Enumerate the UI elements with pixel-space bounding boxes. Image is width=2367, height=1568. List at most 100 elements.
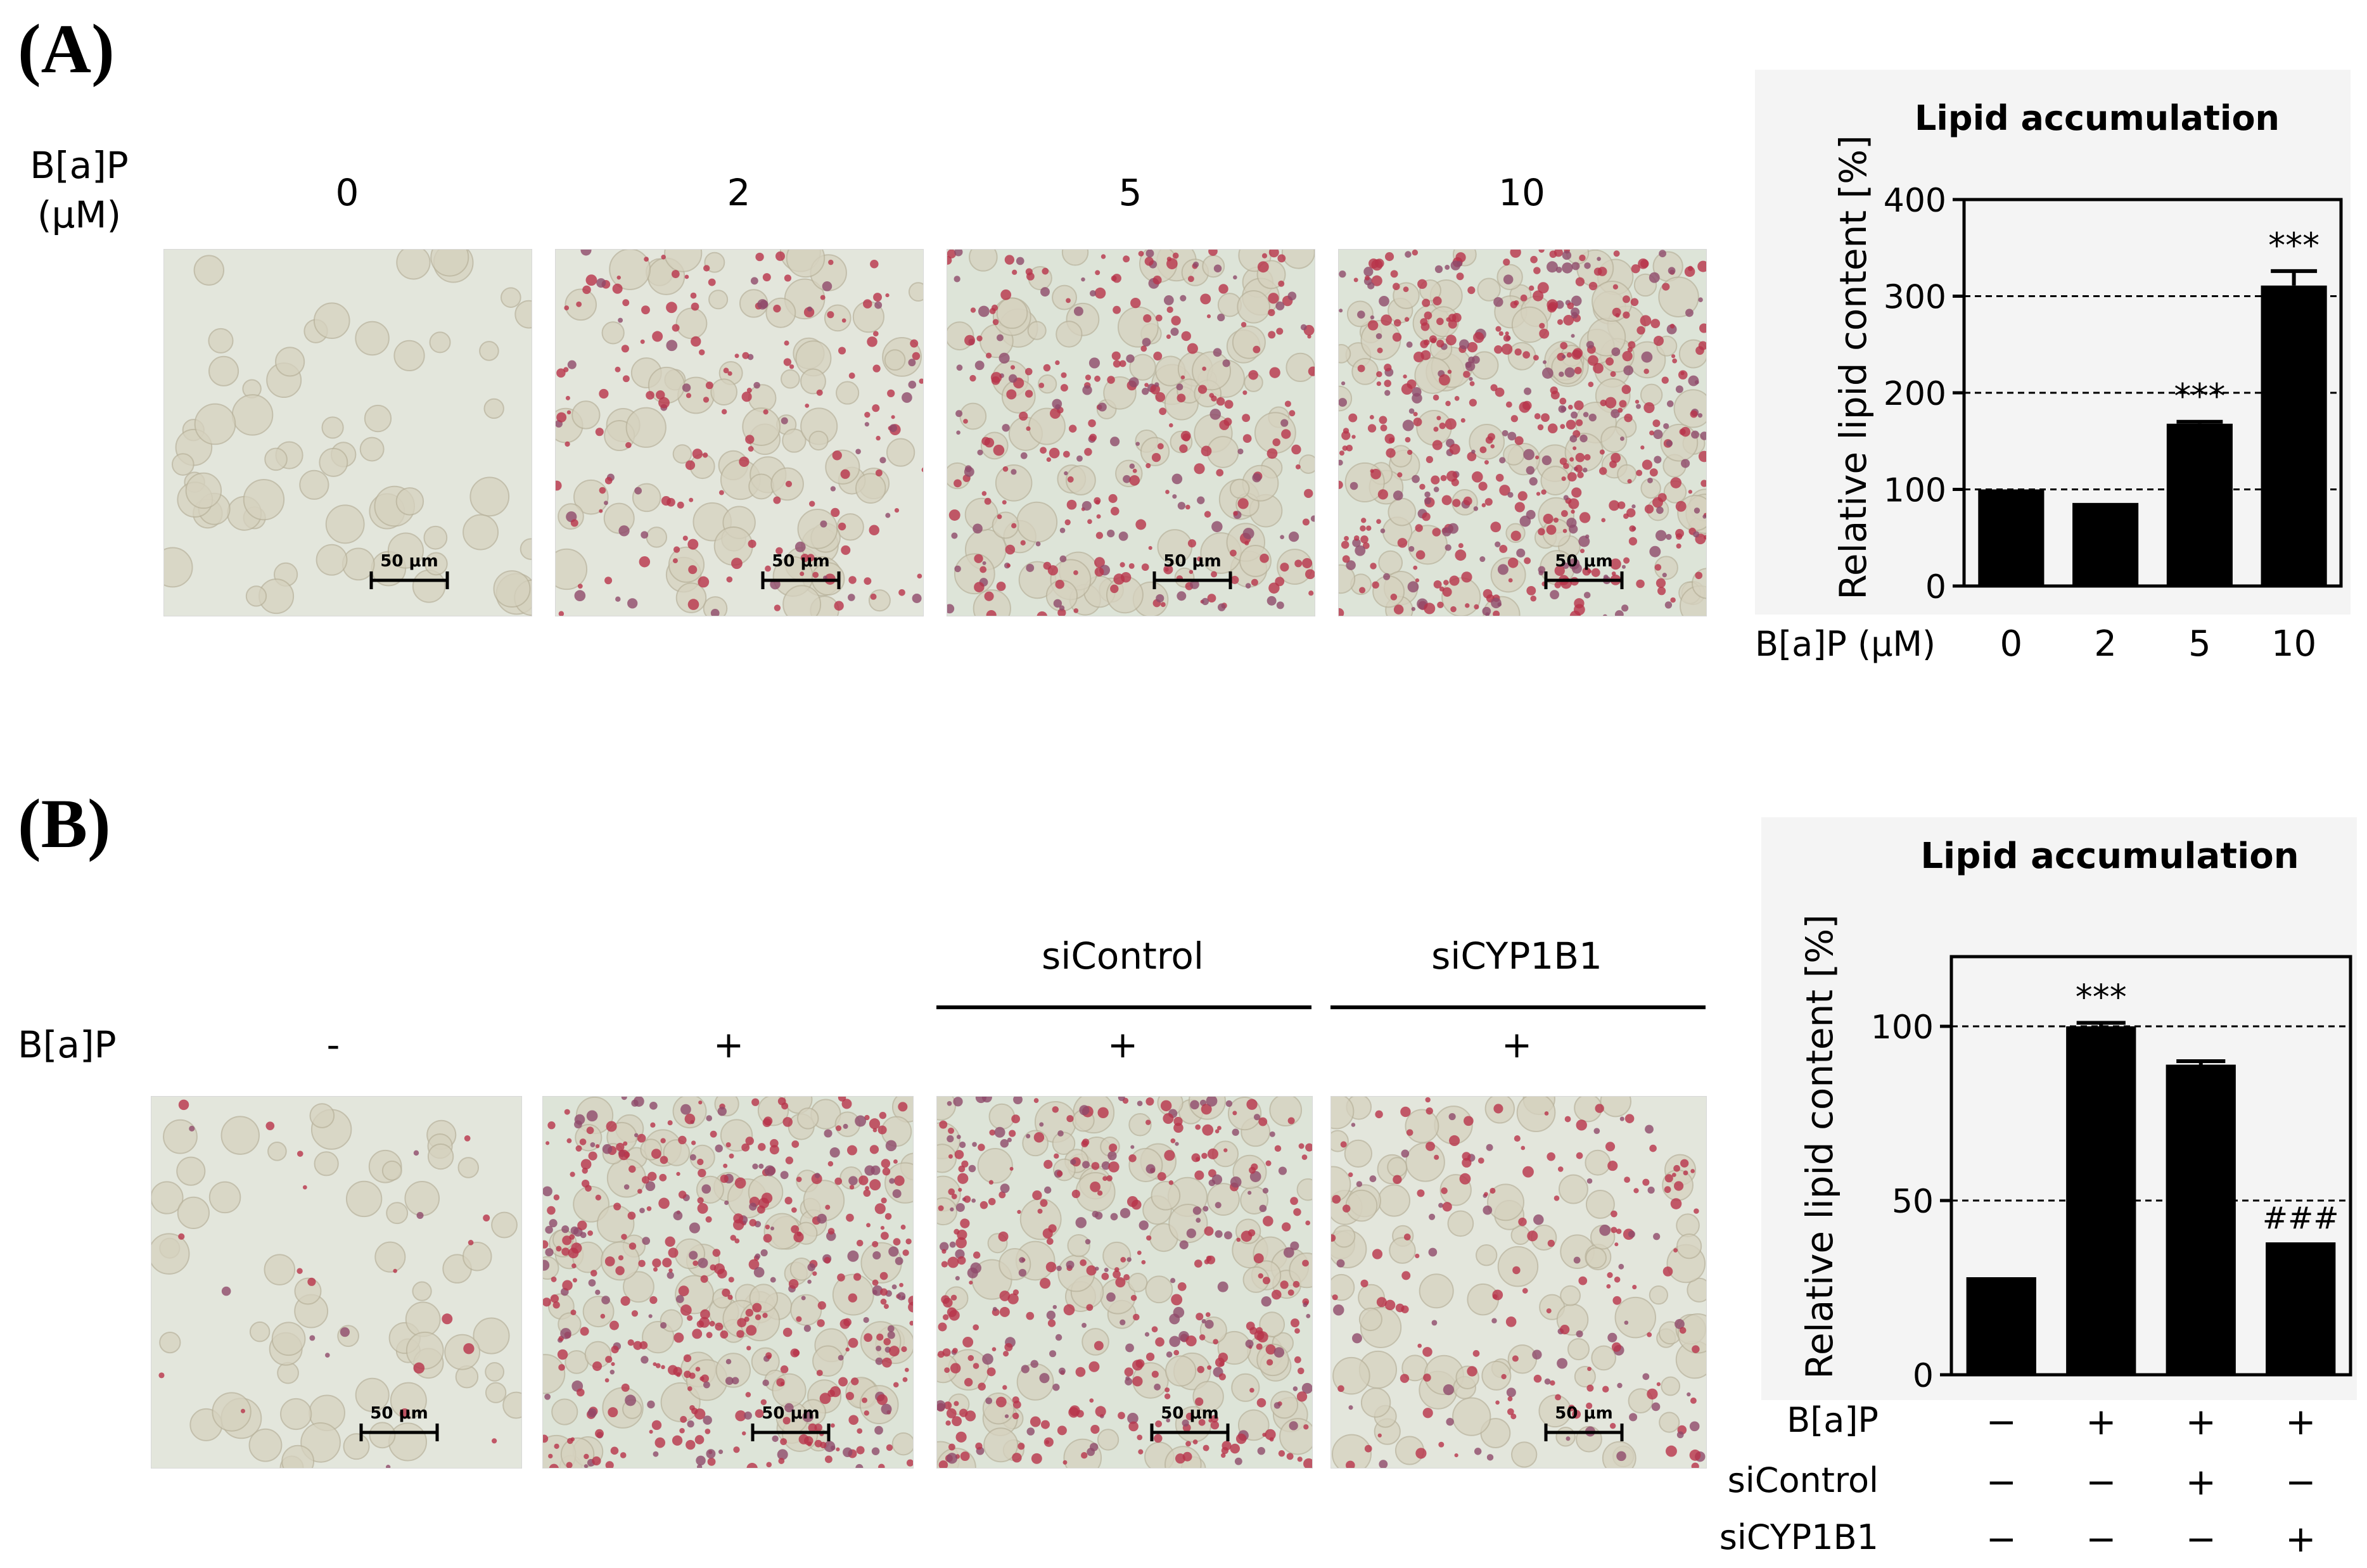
lipid-droplet: [1026, 426, 1031, 431]
lipid-droplet: [543, 1240, 549, 1249]
lipid-droplet: [1448, 1112, 1456, 1121]
lipid-droplet: [814, 1173, 820, 1178]
lipid-droplet: [948, 509, 960, 521]
lipid-droplet: [1442, 1202, 1452, 1212]
lipid-droplet: [1587, 569, 1592, 574]
lipid-droplet: [1569, 610, 1581, 616]
lipid-droplet: [1386, 448, 1396, 458]
lipid-droplet: [1230, 1176, 1242, 1188]
lipid-droplet: [592, 1456, 601, 1466]
cell: [381, 1160, 402, 1181]
lipid-droplet: [982, 1353, 993, 1365]
lipid-droplet: [1351, 1123, 1356, 1127]
lipid-droplet: [880, 1226, 885, 1230]
lipid-droplet: [1094, 375, 1101, 382]
lipid-droplet: [1346, 560, 1356, 570]
lipid-droplet: [1148, 545, 1152, 550]
cell: [1016, 501, 1058, 543]
lipid-droplet: [1286, 1453, 1294, 1460]
cell: [1555, 1427, 1576, 1447]
lipid-droplet: [734, 354, 739, 359]
lipid-droplet: [618, 317, 623, 323]
lipid-droplet: [957, 1256, 966, 1265]
lipid-droplet: [1429, 335, 1437, 343]
lipid-droplet: [1691, 1462, 1699, 1468]
lipid-droplet: [1407, 449, 1413, 456]
cell: [1056, 321, 1083, 348]
cell: [1481, 1360, 1512, 1391]
cell: [1617, 464, 1637, 485]
lipid-droplet: [633, 1097, 644, 1107]
lipid-droplet: [1631, 504, 1636, 509]
lipid-droplet: [703, 397, 710, 403]
lipid-droplet: [819, 1393, 831, 1405]
lipid-droplet: [699, 1316, 710, 1328]
lipid-droplet: [1415, 1448, 1427, 1459]
lipid-droplet: [1602, 614, 1607, 616]
lipid-droplet: [1057, 1425, 1067, 1436]
cell: [243, 478, 285, 521]
lipid-droplet: [766, 1462, 772, 1468]
lipid-droplet: [948, 1188, 955, 1195]
lipid-droplet: [1571, 411, 1578, 419]
lipid-droplet: [1375, 333, 1382, 340]
lipid-droplet: [1339, 398, 1348, 407]
lipid-droplet: [881, 1197, 887, 1204]
cell: [405, 1331, 444, 1370]
lipid-droplet: [1012, 1396, 1019, 1404]
lipid-droplet: [1614, 610, 1624, 616]
lipid-droplet: [1562, 262, 1573, 274]
lipid-droplet: [1291, 444, 1301, 455]
lipid-droplet: [1675, 528, 1684, 538]
lipid-droplet: [1057, 608, 1066, 616]
lipid-droplet: [620, 1452, 627, 1458]
lipid-droplet: [1490, 521, 1502, 533]
lipid-droplet: [468, 1240, 474, 1246]
cell: [194, 403, 236, 445]
lipid-droplet: [1241, 1230, 1253, 1242]
lipid-droplet: [675, 1295, 684, 1303]
lipid-droplet: [1159, 407, 1167, 416]
lipid-droplet: [302, 1185, 307, 1190]
lipid-droplet: [621, 1383, 630, 1392]
cell: [1649, 1285, 1668, 1305]
condition-cell-2-2: −: [2185, 1517, 2217, 1560]
lipid-droplet: [1145, 1164, 1156, 1174]
lipid-droplet: [1461, 571, 1472, 583]
lipid-droplet: [1268, 582, 1280, 594]
lipid-droplet: [1063, 1304, 1075, 1316]
lipid-droplet: [817, 1319, 825, 1327]
plot-frame: [1949, 955, 2352, 1377]
lipid-droplet: [638, 1259, 646, 1268]
lipid-droplet: [947, 1256, 959, 1268]
lipid-droplet: [1186, 1228, 1196, 1239]
lipid-droplet: [731, 1377, 739, 1385]
lipid-droplet: [691, 302, 699, 311]
cell: [959, 402, 987, 430]
lipid-droplet: [872, 364, 881, 373]
lipid-droplet: [672, 324, 680, 332]
lipid-droplet: [1275, 301, 1285, 310]
lipid-droplet: [979, 1201, 988, 1209]
lipid-droplet: [1413, 417, 1422, 426]
lipid-droplet: [1597, 257, 1601, 261]
lipid-droplet: [879, 457, 886, 464]
lipid-droplet: [1053, 599, 1062, 608]
lipid-droplet: [863, 1189, 871, 1197]
lipid-droplet: [1222, 1441, 1232, 1451]
lipid-droplet: [760, 1399, 767, 1405]
lipid-droplet: [1619, 437, 1624, 441]
lipid-droplet: [1308, 590, 1314, 596]
cell: [812, 1345, 844, 1377]
lipid-droplet: [1145, 1097, 1154, 1106]
lipid-droplet: [574, 1120, 582, 1129]
lipid-droplet: [1415, 1253, 1420, 1259]
lipid-droplet: [728, 1277, 734, 1283]
lipid-droplet: [1510, 250, 1521, 258]
lipid-droplet: [1498, 331, 1504, 336]
lipid-droplet: [773, 304, 781, 313]
lipid-droplet: [544, 1393, 551, 1400]
bar-3: [2261, 285, 2327, 586]
lipid-droplet: [666, 340, 678, 352]
lipid-droplet: [900, 1225, 906, 1230]
